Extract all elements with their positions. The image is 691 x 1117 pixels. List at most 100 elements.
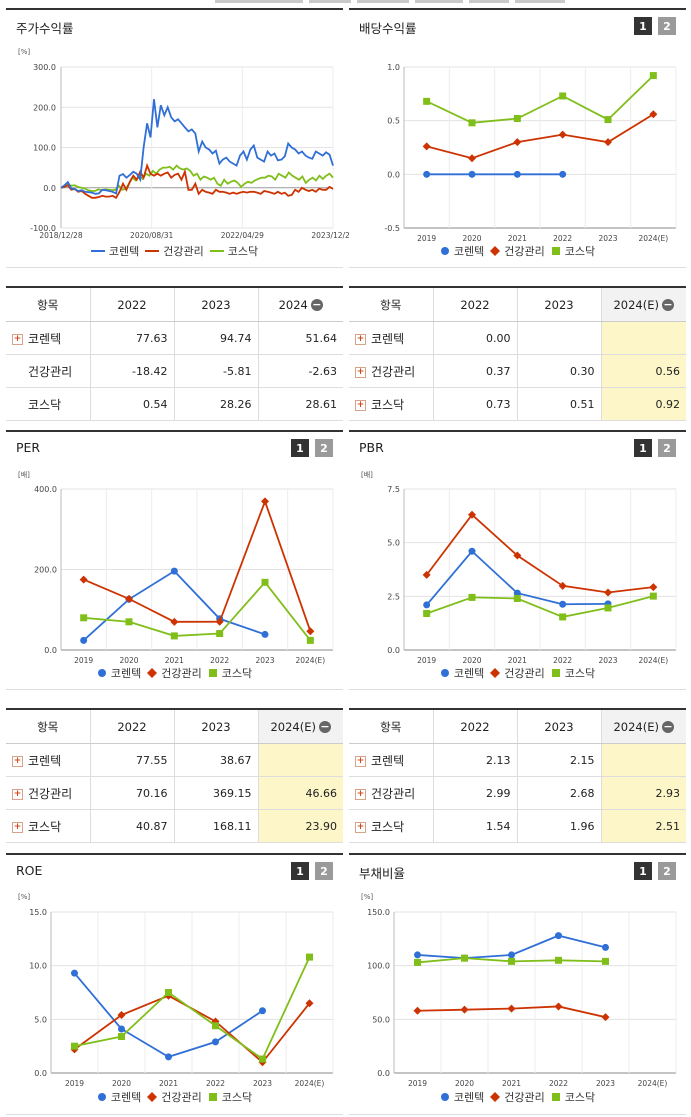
legend-item[interactable]: 코렌텍 [440,665,484,681]
legend-item[interactable]: 코렌텍 [440,1089,484,1105]
legend-item[interactable]: 건강관리 [145,243,204,259]
table-cell [516,321,601,355]
collapse-column-icon[interactable]: − [662,298,674,311]
legend-label: 코렌텍 [110,1091,142,1104]
data-point [559,92,567,100]
data-point [513,551,522,560]
table-cell: 1.96 [516,809,601,843]
legend-item[interactable]: 코스닥 [209,243,258,259]
chart-button-1[interactable]: 1 [291,439,309,457]
expand-plus-icon[interactable]: + [12,788,23,800]
chart-button-2[interactable]: 2 [315,439,333,457]
x-tick-label: 2024(E) [638,656,668,665]
data-point [80,636,88,644]
legend-item[interactable]: 코스닥 [551,665,595,681]
legend-diamond [490,668,501,678]
chart-legend: 코렌텍 건강관리 코스닥 [349,243,686,259]
y-tick-label: 200.0 [33,103,56,112]
legend-marker [147,668,158,678]
collapse-column-icon[interactable]: − [319,720,331,733]
expand-plus-icon[interactable]: + [355,366,366,378]
legend-label: 코스닥 [221,1091,253,1104]
expand-plus-icon[interactable]: + [355,755,366,767]
legend-label: 코스닥 [221,667,253,680]
table-cell: -5.81 [173,354,258,388]
legend-item[interactable]: 건강관리 [490,243,545,259]
legend-label: 건강관리 [163,245,204,258]
pbr-chart: 7.5 5.0 2.5 0.0 2019 2020 2021 2022 2023 2024(E) [387,485,677,665]
legend-item[interactable]: 건강관리 [490,1089,545,1105]
table-cell: 1.54 [432,809,517,843]
x-tick-label: 2023 [255,656,274,665]
unit-label: [%] [18,48,31,56]
expand-plus-icon[interactable]: + [355,788,366,800]
data-point [558,581,567,590]
expand-plus-icon[interactable]: + [355,821,366,833]
data-point [306,953,313,961]
expand-plus-icon[interactable]: + [355,399,366,411]
data-point [118,1033,125,1041]
legend-item[interactable]: 코렌텍 [97,1089,141,1105]
expand-plus-icon[interactable]: + [12,821,23,833]
data-point [261,578,269,586]
header-label: 2023 [544,297,574,312]
legend-item[interactable]: 코스닥 [551,1089,595,1105]
chart-button-2[interactable]: 2 [658,17,676,35]
legend-item[interactable]: 건강관리 [147,665,202,681]
chart-button-1[interactable]: 1 [291,862,309,880]
expand-plus-icon[interactable]: + [12,755,23,767]
data-point [71,1042,78,1050]
legend-label: 코스닥 [564,245,596,258]
table-cell: 46.66 [257,776,343,810]
x-tick-label: 2019 [65,1079,84,1088]
x-tick-label: 2023 [598,656,617,665]
chart-button-1[interactable]: 1 [634,439,652,457]
legend-item[interactable]: 코스닥 [208,1089,252,1105]
header-label: 2022 [117,719,147,734]
y-tick-label: 100.0 [367,962,390,971]
table-cell: 2.51 [600,809,686,843]
legend-item[interactable]: 코스닥 [551,243,595,259]
x-tick-label: 2020 [462,234,481,243]
legend-marker [209,250,224,252]
series-line [426,595,654,618]
roe-chart: 15.0 10.0 5.0 0.0 2019 2020 2021 2022 2023 2024(E… [29,908,334,1088]
expand-plus-icon[interactable]: + [355,333,366,345]
chart-button-2[interactable]: 2 [315,862,333,880]
series-line [60,99,334,195]
legend-item[interactable]: 건강관리 [490,665,545,681]
expand-plus-icon[interactable]: + [12,333,23,345]
chart-button-2[interactable]: 2 [658,862,676,880]
legend-square [551,1093,560,1101]
legend-label: 건강관리 [161,1091,202,1104]
stock-return-panel: 주가수익률 [%] 300.0 200.0 100.0 0.0 -100.0 2018/1… [6,8,355,268]
header-label: 2022 [460,719,490,734]
chart-button-2[interactable]: 2 [658,439,676,457]
legend-item[interactable]: 코렌텍 [90,243,139,259]
x-tick-label: 2022 [210,656,229,665]
data-point [461,954,468,962]
chart-button-1[interactable]: 1 [634,17,652,35]
x-tick-label: 2021 [508,656,527,665]
chart-legend: 코렌텍 건강관리 코스닥 [6,665,343,681]
header-label: 2023 [201,719,231,734]
collapse-column-icon[interactable]: − [662,720,674,733]
top-tab-strip [215,0,575,4]
legend-item[interactable]: 건강관리 [147,1089,202,1105]
legend-item[interactable]: 코스닥 [208,665,252,681]
data-point [559,170,567,178]
data-point [165,1053,172,1061]
legend-item[interactable]: 코렌텍 [440,243,484,259]
table-cell: 2.68 [516,776,601,810]
collapse-column-icon[interactable]: − [310,298,323,311]
x-tick-label: 2024(E) [638,234,668,243]
legend-marker [551,1093,560,1101]
legend-item[interactable]: 코렌텍 [97,665,141,681]
data-point [215,617,224,626]
series-line [60,162,334,200]
row-label-cell: + 건강관리 [6,776,90,810]
y-tick-label: 10.0 [29,962,47,971]
legend-label: 코렌텍 [453,1091,485,1104]
chart-button-1[interactable]: 1 [634,862,652,880]
